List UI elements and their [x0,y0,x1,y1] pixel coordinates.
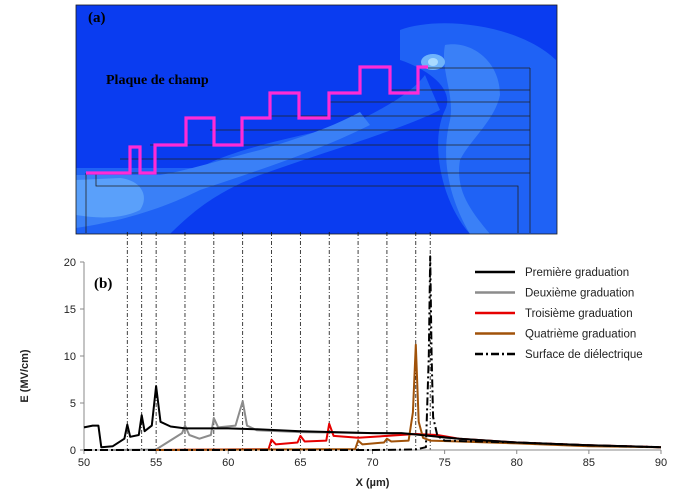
legend: Première graduation Deuxième graduation Tr… [475,267,643,361]
guide-lines [126,232,431,450]
y-tick-label: 20 [64,257,76,269]
panel-a-label: (a) [88,10,106,26]
x-tick-label: 60 [222,457,234,469]
legend-label: Surface de diélectrique [525,349,643,361]
x-tick-label: 80 [511,457,523,469]
field-region-left-inner [76,112,370,228]
field-plate-outline [86,65,428,175]
series-line [84,255,662,451]
x-tick-label: 70 [366,457,378,469]
x-tick-label: 85 [583,457,595,469]
y-axis-title: E (MV/cm) [19,349,31,403]
y-tick-label: 10 [64,351,76,363]
y-tick-label: 15 [64,304,76,316]
legend-label: Quatrième graduation [525,329,636,341]
panel-a-frame [75,4,558,235]
panel-a-simulation-map [76,5,557,234]
x-tick-label: 55 [150,457,162,469]
dielectric-layers [85,67,531,233]
legend-label: Deuxième graduation [525,288,634,300]
x-tick-label: 90 [655,457,667,469]
x-tick-label: 65 [294,457,306,469]
panel-b-label: (b) [94,276,112,292]
x-tick-label: 50 [78,457,90,469]
legend-label: Troisième graduation [525,308,633,320]
plot-series [83,255,662,451]
field-hotspot-left [76,178,144,218]
x-axis-title: X (µm) [356,477,390,489]
y-tick-label: 5 [70,398,76,410]
field-region-right-inner [444,44,500,234]
legend-label: Première graduation [525,267,629,279]
series-line [83,385,662,449]
y-tick-label: 0 [70,445,76,457]
x-tick-label: 75 [439,457,451,469]
plate-label: Plaque de champ [106,73,209,88]
field-hotspot-top-core [428,58,438,66]
